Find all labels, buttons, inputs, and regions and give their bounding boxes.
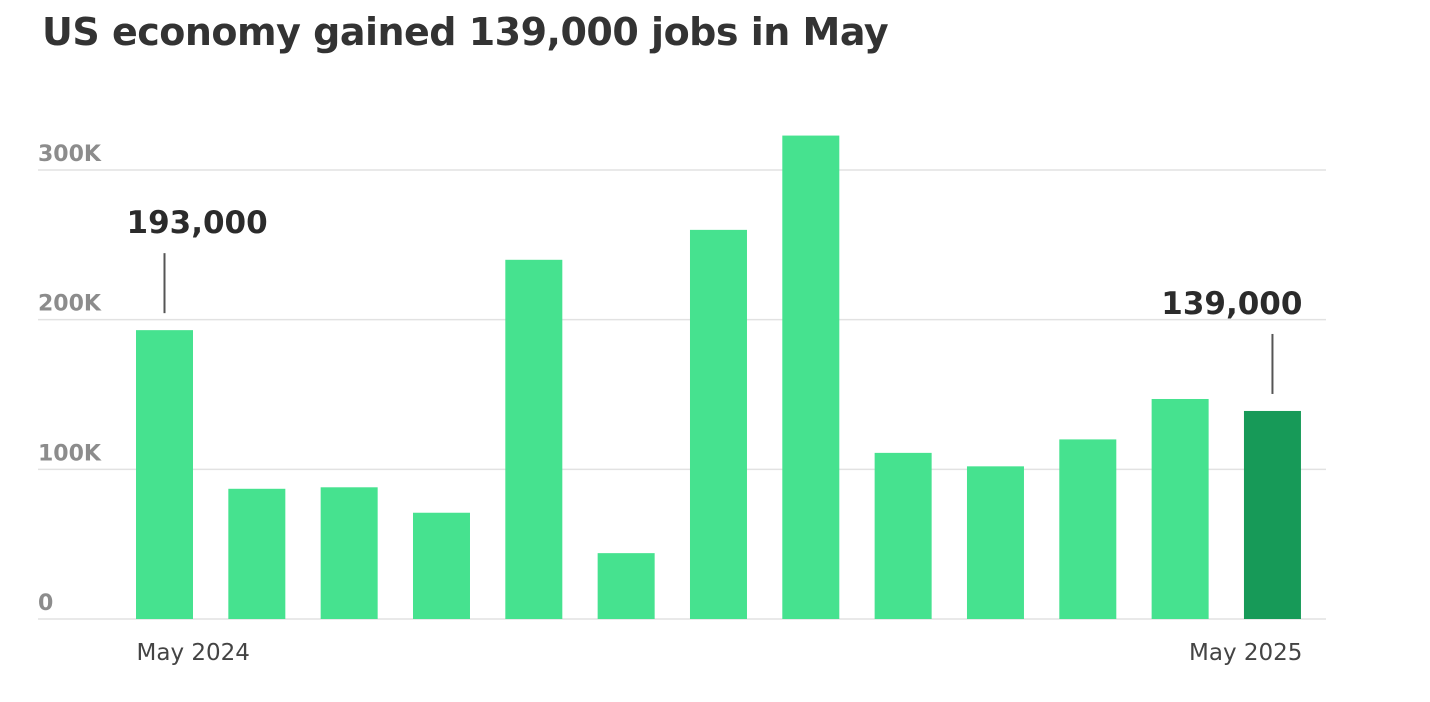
x-tick-label: May 2024: [137, 640, 250, 666]
bar: [136, 330, 193, 619]
y-tick-label: 300K: [38, 142, 102, 167]
bar: [412, 512, 470, 619]
bar: [228, 488, 286, 619]
annotation-label: 193,000: [127, 205, 268, 241]
y-tick-label: 200K: [38, 292, 102, 317]
bar: [874, 452, 932, 619]
y-tick-label: 100K: [38, 441, 102, 466]
bar: [1059, 439, 1117, 619]
bar: [505, 259, 563, 619]
bar: [1243, 410, 1301, 619]
chart-title: US economy gained 139,000 jobs in May: [42, 10, 889, 54]
y-axis-ticks: 0 100K 200K 300K: [38, 142, 102, 616]
bars: [136, 135, 1301, 619]
bar: [689, 229, 747, 619]
bar: [597, 553, 655, 619]
x-tick-label: May 2025: [1189, 640, 1302, 666]
annotations: 193,000 139,000: [127, 205, 1302, 394]
bar: [966, 466, 1024, 619]
annotation-label: 139,000: [1161, 286, 1302, 322]
y-tick-label: 0: [38, 591, 53, 616]
bar: [320, 487, 378, 619]
x-axis-ticks: May 2024 May 2025: [137, 640, 1303, 666]
bar: [782, 135, 840, 619]
bar: [1151, 398, 1209, 619]
